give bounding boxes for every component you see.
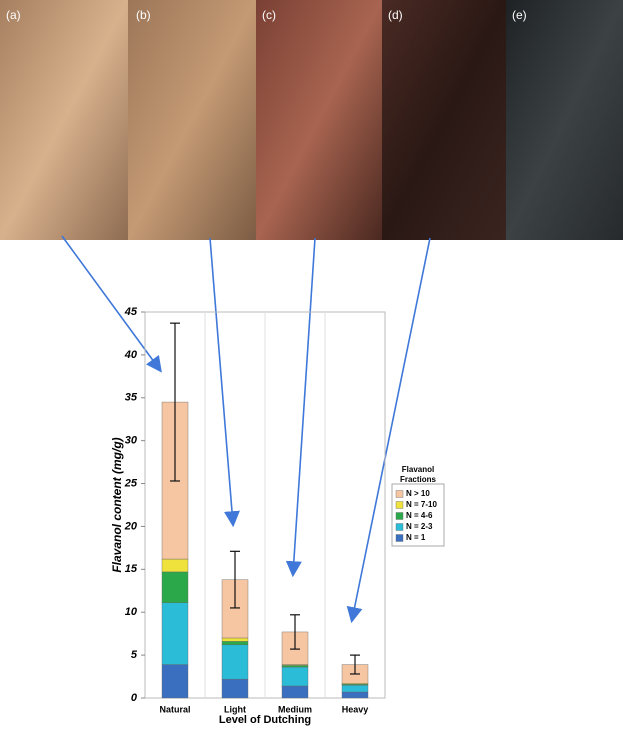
legend-swatch [395,523,404,531]
y-tick-label: 25 [124,477,138,489]
bar-segment [221,637,249,642]
y-tick-label: 45 [124,306,138,318]
y-axis-label: Flavanol content (mg/g) [110,437,124,572]
y-tick-label: 20 [124,520,138,532]
bar-segment [221,644,249,680]
bar-segment [281,685,309,699]
panel-label: (a) [6,8,21,22]
bar-segment [161,602,189,665]
error-bar [290,614,300,650]
y-tick-label: 0 [131,692,138,704]
legend-title: Flavanol Fractions [400,465,437,484]
photo [382,0,506,240]
photo [256,0,382,240]
x-tick-label: Heavy [342,704,369,714]
arrow [285,237,316,578]
legend-swatch [395,490,404,498]
bar-segment [161,571,189,603]
bar-segment [161,664,189,699]
legend-label: N = 2-3 [406,522,433,531]
bar-segment [161,558,189,573]
bar-segment [281,666,309,687]
bar-segment [221,641,249,646]
x-tick-label: Medium [278,704,312,714]
bar-segment [341,684,369,693]
arrow [61,235,162,373]
error-bar [170,322,180,482]
error-bar [230,550,240,609]
x-tick-label: Natural [159,704,190,714]
panel-label: (d) [388,8,403,22]
bar-segment [341,691,369,699]
legend-label: N > 10 [406,489,430,498]
y-tick-label: 15 [125,563,138,575]
panel-label: (e) [512,8,527,22]
legend-swatch [395,534,404,542]
y-tick-label: 40 [124,349,138,361]
panel-label: (b) [136,8,151,22]
y-tick-label: 10 [125,606,138,618]
y-tick-label: 5 [131,649,138,661]
legend-swatch [395,501,404,509]
legend-label: N = 7-10 [406,500,437,509]
legend-label: N = 1 [406,533,426,542]
arrow [209,237,240,528]
x-axis-label: Level of Dutching [219,714,311,726]
photo-strip [0,0,623,240]
y-tick-label: 35 [125,392,138,404]
legend-swatch [395,512,404,520]
arrow [346,237,431,624]
x-tick-label: Light [224,704,246,714]
y-tick-label: 30 [125,435,138,447]
bar-segment [281,665,309,668]
arrows [61,235,431,624]
photo [0,0,128,240]
photo [506,0,623,240]
photo [128,0,256,240]
legend-label: N = 4-6 [406,511,433,520]
error-bar [350,654,360,675]
bar-segment [221,678,249,699]
panel-label: (c) [262,8,276,22]
